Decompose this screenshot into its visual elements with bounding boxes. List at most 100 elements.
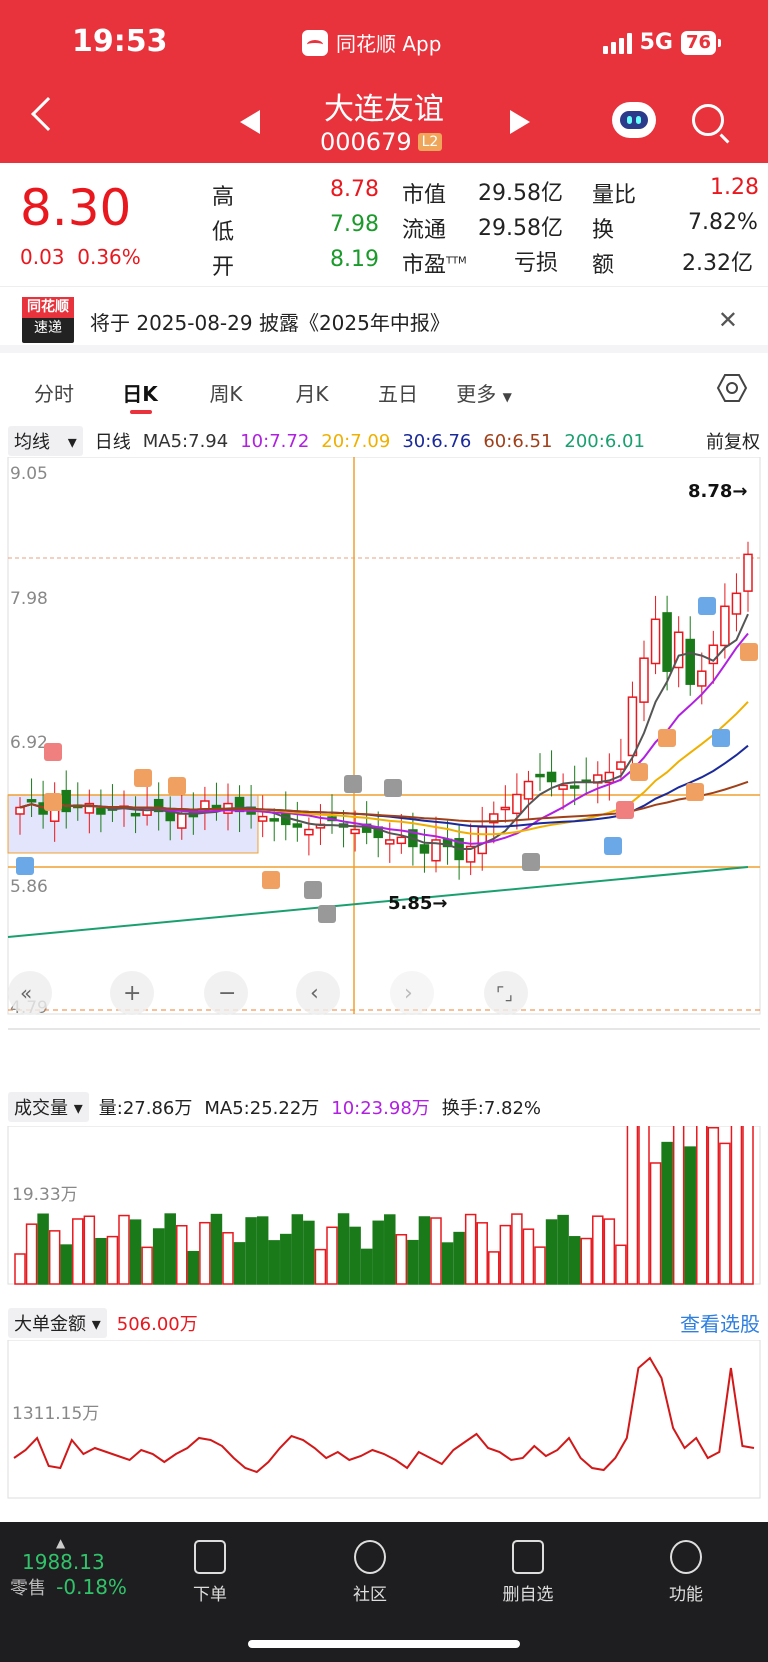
volume-bar — [407, 1239, 419, 1285]
tab-intraday[interactable]: 分时 — [34, 381, 74, 406]
volume-bar — [37, 1213, 49, 1285]
next-stock-icon[interactable] — [510, 110, 530, 134]
candle-body — [26, 799, 37, 803]
volume-bar — [568, 1236, 581, 1285]
settings-hex-icon[interactable] — [716, 372, 748, 404]
y-label-top: 9.05 — [10, 464, 48, 484]
date-label-1: 2025-05-07 — [8, 1046, 107, 1047]
volume-bar — [534, 1246, 546, 1285]
ma5-line — [19, 613, 749, 850]
fullscreen-button[interactable] — [484, 971, 528, 1015]
float-label: 流通 — [402, 218, 447, 243]
nav-remove-watch[interactable]: 删自选 — [468, 1540, 588, 1605]
nav-functions[interactable]: 功能 — [626, 1540, 746, 1605]
tab-weekly-k[interactable]: 周K — [209, 381, 243, 406]
indicator-dropdown[interactable]: 均线 ▾ — [8, 426, 83, 456]
nav-order[interactable]: 下单 — [150, 1540, 270, 1605]
big-order-dropdown[interactable]: 大单金额 ▾ — [8, 1308, 107, 1338]
ma60-label: 60:6.51 — [483, 430, 553, 452]
low-label: 低 — [212, 220, 235, 245]
price-change: 0.03 0.36% — [20, 245, 141, 269]
tab-more-label: 更多 — [456, 381, 497, 406]
nav-order-label: 下单 — [193, 1585, 227, 1605]
current-price: 8.30 — [20, 179, 132, 237]
search-icon[interactable] — [692, 104, 724, 136]
big-order-chart[interactable]: 1311.15万 — [0, 1340, 768, 1500]
big-order-label: 大单金额 — [14, 1314, 86, 1335]
candle-body — [558, 784, 568, 790]
kline-chart[interactable]: 9.05 7.98 6.92 5.86 4.79 8.78→ 5.85→ « + — [0, 457, 768, 1047]
assistant-robot-icon[interactable] — [612, 102, 656, 138]
candle-body — [419, 844, 430, 854]
candle-body — [177, 813, 187, 829]
volume-bar — [60, 1244, 72, 1285]
document-icon — [194, 1540, 226, 1574]
notice-bar[interactable]: 同花顺 速递 将于 2025-08-29 披露《2025年中报》 — [0, 287, 768, 353]
big-order-axis-label: 1311.15万 — [12, 1404, 99, 1424]
chevron-left-icon: ‹ — [310, 981, 319, 1006]
candle-body — [662, 612, 672, 672]
sell-signal-badge — [304, 881, 322, 899]
volume-dropdown[interactable]: 成交量 ▾ — [8, 1092, 89, 1122]
trade-signal-badge — [740, 643, 758, 661]
scroll-left-button[interactable] — [296, 971, 340, 1015]
change-value: 0.03 — [20, 245, 65, 269]
volume-bar — [661, 1141, 673, 1285]
candle-body — [292, 823, 303, 828]
adjust-toggle[interactable]: 前复权 — [706, 432, 760, 453]
tab-monthly-k[interactable]: 月K — [295, 381, 329, 406]
buy-signal-badge — [318, 905, 336, 923]
battery-icon: 76 — [680, 30, 722, 55]
candle-body — [130, 812, 141, 817]
volume-bar — [256, 1216, 269, 1285]
pe-label-text: 市盈 — [402, 253, 447, 278]
volume-bar — [626, 1126, 639, 1285]
candles-group — [15, 541, 753, 880]
ma-legend: 均线 ▾ 日线 MA5:7.94 10:7.72 20:7.09 30:6.76… — [0, 425, 768, 457]
network-label: 5G — [639, 30, 673, 55]
ma30-label: 30:6.76 — [402, 430, 472, 452]
volume-bar — [303, 1220, 315, 1285]
zoom-out-all-button[interactable] — [8, 971, 52, 1015]
ma20-label: 20:7.09 — [321, 430, 391, 452]
sell-signal-badge — [604, 837, 622, 855]
big-order-header: 大单金额 ▾ 506.00万 — [0, 1306, 768, 1340]
minus-box-icon — [512, 1540, 544, 1574]
candle-body — [685, 638, 695, 685]
sell-signal-badge — [16, 857, 34, 875]
volume-bar — [48, 1230, 61, 1285]
trade-signal-badge — [44, 793, 62, 811]
close-icon[interactable]: ✕ — [717, 306, 738, 334]
volume-bar — [222, 1232, 234, 1285]
open-label: 开 — [212, 255, 235, 280]
volume-bar — [672, 1126, 685, 1285]
zoom-in-button[interactable] — [110, 971, 154, 1015]
volume-bar — [384, 1214, 396, 1285]
screener-link[interactable]: 查看选股 — [680, 1312, 760, 1336]
volume-bar — [326, 1226, 338, 1285]
volume-bar — [268, 1240, 280, 1285]
tab-daily-k[interactable]: 日K — [108, 378, 172, 414]
volume-bar — [730, 1126, 743, 1285]
tab-five-day[interactable]: 五日 — [378, 381, 418, 406]
volume-chart[interactable]: 19.33万 — [0, 1126, 768, 1286]
candle-body — [523, 780, 534, 800]
ma200-line — [7, 866, 749, 938]
volume-bar — [280, 1233, 292, 1285]
index-change: -0.18% — [56, 1575, 127, 1599]
tab-more[interactable]: 更多 ▼ — [452, 378, 516, 407]
nav-community[interactable]: 社区 — [310, 1540, 430, 1605]
level-badge: L2 — [417, 133, 443, 151]
volume-bar — [476, 1222, 488, 1285]
indicator-label: 均线 — [14, 432, 50, 453]
volume-bar — [488, 1251, 500, 1285]
candle-body — [257, 815, 268, 822]
date-label-4: 07-03 — [530, 1046, 579, 1047]
zoom-out-button[interactable] — [204, 971, 248, 1015]
index-ticker[interactable]: ▲ 1988.13 零售 -0.18% — [10, 1536, 127, 1600]
candle-body — [465, 845, 476, 863]
scroll-right-button[interactable] — [390, 971, 434, 1015]
prev-stock-icon[interactable] — [240, 110, 260, 134]
volume-bar — [615, 1244, 627, 1285]
volume-bar — [522, 1228, 535, 1285]
